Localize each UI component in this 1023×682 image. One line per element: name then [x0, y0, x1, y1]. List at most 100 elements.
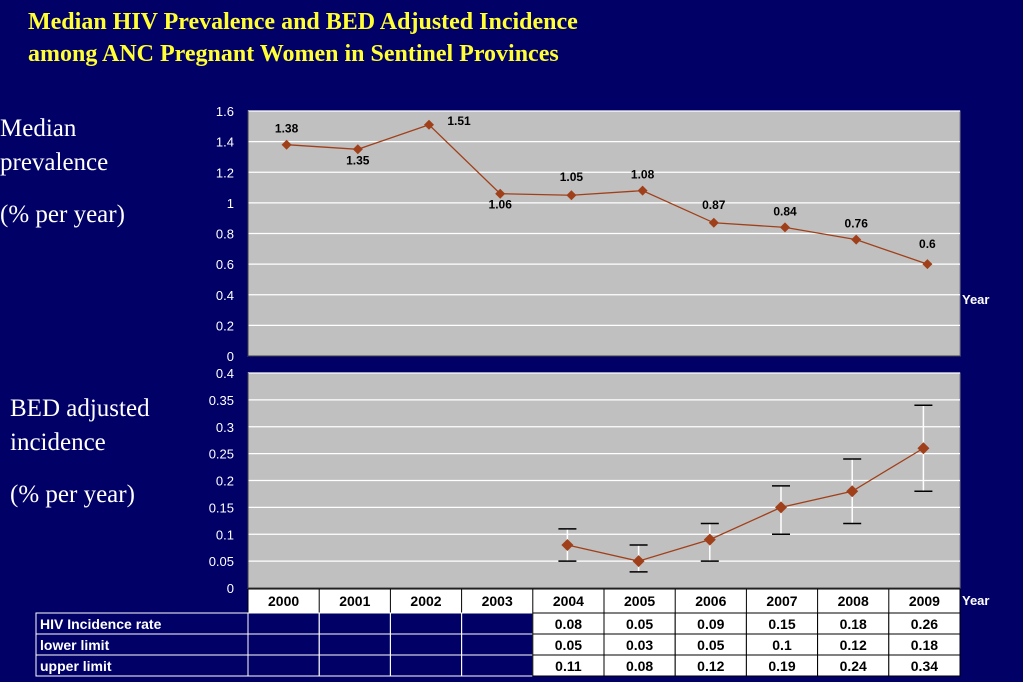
incidence-point	[775, 501, 787, 514]
prevalence-y-tick-label: 0.6	[216, 257, 234, 272]
prevalence-data-label: 1.08	[631, 168, 655, 182]
incidence-axis-label: BED adjusted incidence (% per year)	[10, 392, 150, 512]
prevalence-data-label: 1.51	[447, 114, 471, 128]
table-cell	[318, 633, 391, 656]
table-cell-value: 0.08	[555, 616, 582, 632]
prevalence-data-label: 0.84	[773, 204, 797, 218]
table-cell-value: 0.19	[768, 658, 795, 674]
slide-title-line1: Median HIV Prevalence and BED Adjusted I…	[28, 9, 578, 35]
prevalence-point	[780, 222, 790, 233]
prevalence-data-label: 1.05	[560, 170, 584, 184]
table-cell-value: 0.18	[840, 616, 867, 632]
prevalence-label-line2: prevalence	[0, 149, 109, 176]
table-cell-value: 0.15	[768, 616, 795, 632]
table-year-header: 2003	[482, 593, 513, 609]
incidence-y-tick-label: 0.05	[209, 554, 234, 569]
prevalence-point	[281, 139, 292, 150]
table-cell-value: 0.24	[840, 658, 867, 674]
incidence-data-table: 2000 2001 2002 2003 2004 2005 2006 2007 2008 2009…	[35, 588, 989, 677]
prevalence-y-tick-label: 0.2	[216, 318, 234, 333]
table-cell-value: 0.18	[911, 637, 938, 653]
incidence-y-tick-label: 0.4	[216, 366, 234, 381]
prevalence-data-label: 1.35	[346, 153, 370, 167]
table-cell	[461, 654, 534, 677]
table-year-header: 2008	[838, 593, 869, 609]
incidence-y-tick-label: 0.15	[209, 500, 234, 515]
table-year-header: 2007	[766, 593, 797, 609]
incidence-x-axis-label: Year	[962, 593, 989, 608]
incidence-point	[703, 533, 716, 546]
table-year-header: 2004	[553, 593, 584, 609]
slide-title: Median HIV Prevalence and BED Adjusted I…	[28, 6, 828, 70]
table-year-header: 2002	[410, 593, 441, 609]
prevalence-point	[495, 188, 506, 199]
prevalence-data-label: 1.06	[489, 198, 513, 212]
table-row-label: HIV Incidence rate	[40, 616, 162, 632]
table-cell	[318, 654, 391, 677]
table-cell	[389, 612, 463, 635]
prevalence-y-tick-label: 0.4	[216, 288, 234, 303]
table-year-header: 2000	[268, 593, 299, 609]
table-cell	[461, 633, 534, 656]
prevalence-point	[566, 190, 577, 201]
prevalence-label-line1: Median	[0, 115, 77, 142]
incidence-y-tick-label: 0.25	[209, 447, 234, 462]
prevalence-point	[424, 119, 434, 130]
table-cell	[247, 654, 320, 677]
table-cell	[247, 633, 320, 656]
incidence-label-line2: incidence	[10, 429, 106, 456]
table-cell	[389, 654, 463, 677]
prevalence-series-line	[286, 124, 928, 265]
prevalence-data-label: 0.6	[919, 237, 936, 251]
table-cell	[888, 654, 961, 677]
incidence-label-line3: (% per year)	[10, 481, 135, 508]
table-cell-value: 0.1	[772, 637, 792, 653]
table-cell-value: 0.05	[697, 637, 724, 653]
prevalence-y-tick-label: 0.8	[216, 227, 234, 242]
table-cell	[389, 633, 463, 656]
incidence-point	[917, 442, 930, 455]
table-cell-value: 0.11	[555, 658, 582, 674]
prevalence-y-tick-label: 1.6	[216, 104, 234, 119]
prevalence-point	[708, 217, 719, 228]
incidence-series-line	[567, 447, 924, 562]
prevalence-y-tick-label: 0	[227, 349, 234, 364]
table-cell-value: 0.05	[555, 637, 582, 653]
incidence-y-tick-label: 0.2	[216, 474, 234, 489]
table-cell-value: 0.26	[911, 616, 938, 632]
incidence-y-tick-label: 0.35	[209, 393, 234, 408]
table-row-label: lower limit	[40, 637, 110, 653]
incidence-point	[632, 555, 645, 568]
incidence-y-tick-label: 0.3	[216, 420, 234, 435]
table-cell	[461, 612, 534, 635]
prevalence-y-tick-label: 1	[227, 196, 234, 211]
prevalence-data-label: 0.76	[845, 217, 869, 231]
prevalence-point	[352, 144, 363, 155]
prevalence-x-axis-label: Year	[962, 292, 989, 307]
incidence-y-tick-label: 0.1	[216, 527, 234, 542]
table-row-label: upper limit	[40, 658, 112, 674]
table-year-header: 2001	[339, 593, 370, 609]
incidence-point	[561, 539, 574, 551]
prevalence-y-tick-label: 1.2	[216, 165, 234, 180]
prevalence-point	[851, 234, 862, 245]
table-year-header: 2005	[624, 593, 655, 609]
table-cell-value: 0.08	[626, 658, 653, 674]
table-cell-value: 0.12	[697, 658, 724, 674]
incidence-chart: 0 0.05 0.1 0.15 0.2 0.25 0.3 0.35 0.4	[209, 366, 961, 596]
incidence-label-line1: BED adjusted	[10, 395, 150, 422]
prevalence-label-line3: (% per year)	[0, 201, 125, 228]
slide-title-line2: among ANC Pregnant Women in Sentinel Pro…	[28, 41, 559, 67]
table-cell	[318, 612, 391, 635]
prevalence-data-label: 1.38	[275, 122, 299, 136]
table-cell	[247, 612, 320, 635]
table-cell-value: 0.34	[911, 658, 938, 674]
incidence-point	[846, 485, 859, 498]
prevalence-data-label: 0.87	[702, 198, 726, 212]
incidence-y-tick-label: 0	[227, 581, 234, 596]
table-year-header: 2006	[695, 593, 726, 609]
table-cell-value: 0.03	[626, 637, 653, 653]
table-cell-value: 0.12	[840, 637, 867, 653]
prevalence-chart: 0 0.2 0.4 0.6 0.8 1 1.2 1.4 1.6 1.38 1.35 1.51 1.06 1…	[216, 104, 990, 364]
